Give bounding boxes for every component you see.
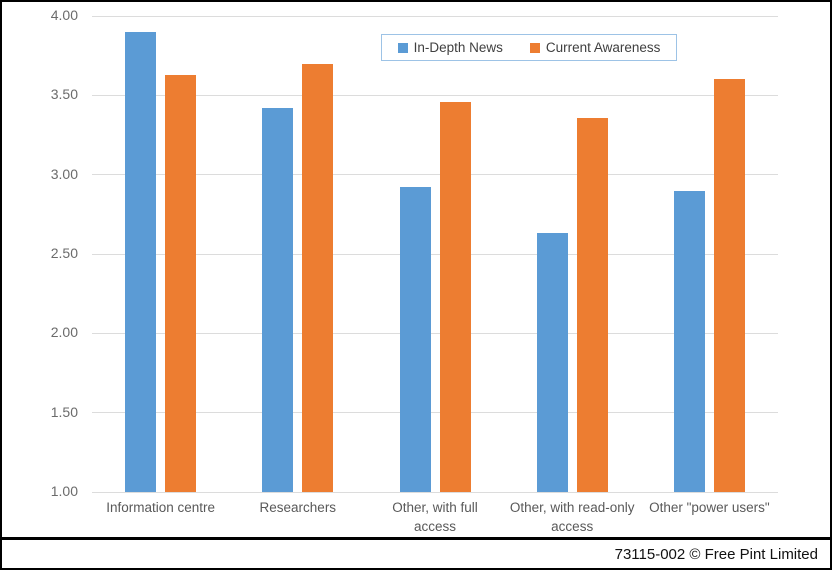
- bar-in-depth-news: [125, 31, 157, 492]
- footer-divider: [2, 537, 830, 540]
- x-axis-category-label: Other, with read-only access: [509, 500, 635, 534]
- y-axis-tick-label: 3.00: [50, 165, 78, 182]
- gridline: [92, 253, 778, 255]
- x-axis-line: [92, 491, 778, 493]
- bar-in-depth-news: [536, 233, 568, 492]
- bar-current-awareness: [165, 74, 197, 492]
- bar-current-awareness: [576, 117, 608, 492]
- y-axis-tick-label: 1.50: [50, 403, 78, 420]
- gridline: [92, 332, 778, 334]
- x-axis-category-label: Other "power users": [649, 500, 770, 515]
- footer: 73115-002 © Free Pint Limited: [2, 540, 830, 568]
- bar-in-depth-news: [399, 187, 431, 492]
- y-axis-tick-label: 2.50: [50, 245, 78, 261]
- bar-current-awareness: [713, 79, 745, 492]
- y-axis-tick-label: 3.50: [50, 86, 78, 103]
- legend-entry-in-depth-news: In-Depth News: [397, 40, 503, 55]
- legend-marker-square-icon: [529, 42, 540, 53]
- legend-label: Current Awareness: [545, 40, 661, 55]
- bar-in-depth-news: [673, 190, 705, 492]
- legend: In-Depth News Current Awareness: [381, 34, 677, 61]
- gridline: [92, 15, 778, 17]
- y-axis-tick-label: 4.00: [50, 7, 78, 23]
- legend-label: In-Depth News: [413, 40, 503, 55]
- x-axis-category-label: Researchers: [259, 500, 337, 515]
- bar-in-depth-news: [262, 108, 294, 492]
- bar-current-awareness: [439, 101, 471, 492]
- plot-area: 1.00 1.50 2.00 2.50 3.00 3.50 4.00 Information …: [2, 2, 830, 537]
- y-axis-tick-label: 2.00: [50, 324, 78, 341]
- bar-current-awareness: [302, 63, 334, 492]
- gridline: [92, 94, 778, 96]
- x-axis-category-label: Information centre: [106, 500, 215, 515]
- y-axis-tick-label: 1.00: [50, 483, 78, 499]
- legend-marker-square-icon: [397, 42, 408, 53]
- gridline: [92, 412, 778, 414]
- footer-credit: 73115-002 © Free Pint Limited: [614, 545, 818, 563]
- gridline: [92, 174, 778, 176]
- legend-entry-current-awareness: Current Awareness: [529, 40, 661, 55]
- x-axis-category-label: Other, with full access: [392, 500, 478, 534]
